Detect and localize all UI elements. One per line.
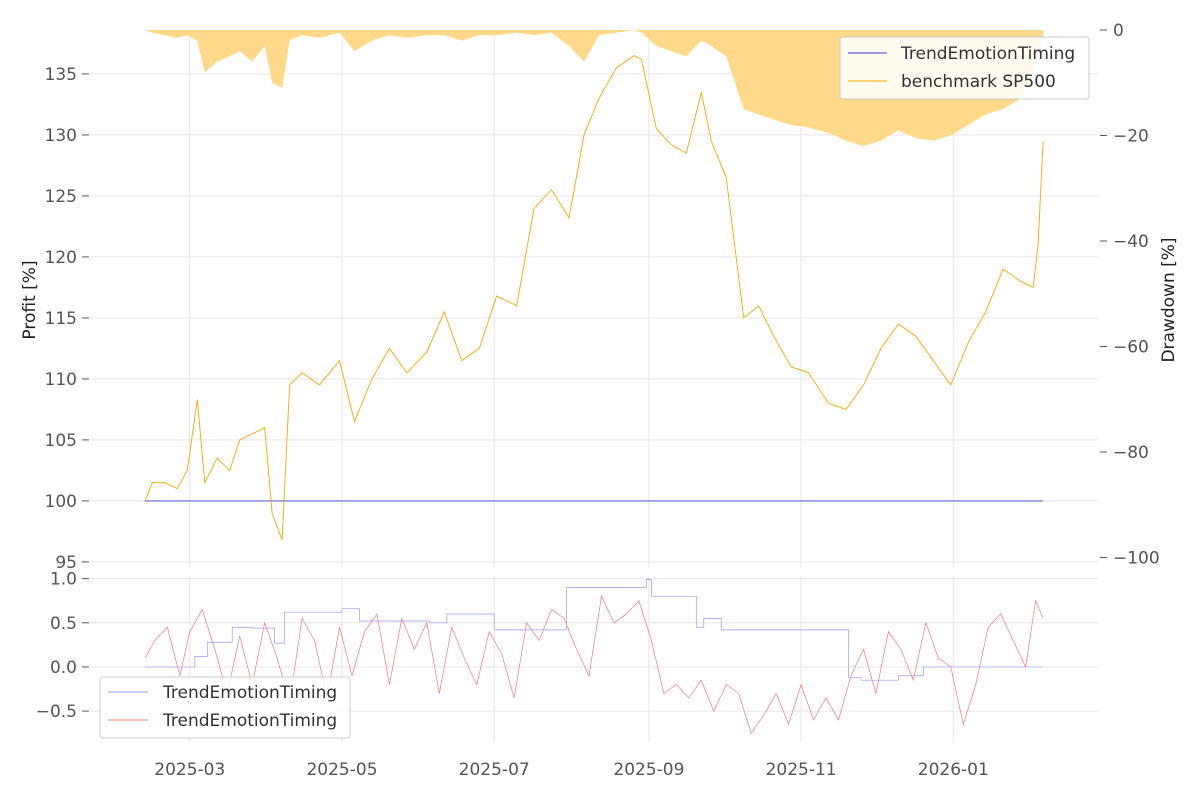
y2-tick-label: 0 bbox=[1113, 21, 1124, 41]
legend-indicator-label-2: TrendEmotionTiming bbox=[162, 711, 337, 731]
legend-indicator: TrendEmotionTiming TrendEmotionTiming bbox=[99, 676, 351, 739]
x-tick-label: 2026-01 bbox=[918, 760, 989, 780]
series-line-benchmark bbox=[144, 55, 1044, 541]
y2-tick-label: −20 bbox=[1113, 126, 1149, 146]
y2-tick-label: −80 bbox=[1113, 443, 1149, 463]
y-tick-label-main: 115 bbox=[45, 309, 77, 329]
y2-tick-label: −40 bbox=[1113, 232, 1149, 252]
grid-layer bbox=[90, 30, 1098, 742]
legend-indicator-box bbox=[99, 676, 351, 739]
y-tick-label-main: 105 bbox=[45, 431, 77, 451]
y-tick-label-main: 95 bbox=[55, 553, 77, 573]
indicator-line-1 bbox=[144, 579, 1044, 681]
y-tick-label-indicator: 0.0 bbox=[50, 658, 77, 678]
drawdown-layer bbox=[144, 30, 1044, 147]
x-tick-label: 2025-03 bbox=[154, 760, 225, 780]
y-tick-label-indicator: −0.5 bbox=[36, 702, 77, 722]
y-tick-label-main: 110 bbox=[45, 370, 77, 390]
x-tick-label: 2025-11 bbox=[766, 760, 837, 780]
y-axis-label-profit: Profit [%] bbox=[20, 260, 40, 339]
x-tick-label: 2025-09 bbox=[613, 760, 684, 780]
legend-main: TrendEmotionTiming benchmark SP500 bbox=[839, 36, 1090, 100]
y-tick-label-indicator: 1.0 bbox=[50, 570, 77, 590]
y-tick-label-main: 130 bbox=[45, 126, 77, 146]
axes-layer: 2025-03 2025-05 2025-07 2025-09 2025-11 2026-… bbox=[36, 21, 1160, 780]
x-tick-label: 2025-05 bbox=[306, 760, 377, 780]
drawdown-area bbox=[144, 30, 1044, 147]
legend-main-box bbox=[839, 36, 1090, 100]
x-tick-label: 2025-07 bbox=[459, 760, 530, 780]
legend-main-label-benchmark: benchmark SP500 bbox=[901, 72, 1056, 92]
legend-main-label-strategy: TrendEmotionTiming bbox=[900, 44, 1075, 64]
y2-tick-label: −100 bbox=[1113, 548, 1160, 568]
y-tick-label-indicator: 0.5 bbox=[50, 614, 77, 634]
y-tick-label-main: 125 bbox=[45, 187, 77, 207]
series-layer bbox=[144, 55, 1044, 734]
y-tick-label-main: 100 bbox=[45, 492, 77, 512]
y2-tick-label: −60 bbox=[1113, 337, 1149, 357]
y-tick-label-main: 120 bbox=[45, 248, 77, 268]
y-tick-label-main: 135 bbox=[45, 65, 77, 85]
legend-indicator-label-1: TrendEmotionTiming bbox=[162, 683, 337, 703]
y-axis-label-drawdown: Drawdown [%] bbox=[1159, 237, 1179, 362]
